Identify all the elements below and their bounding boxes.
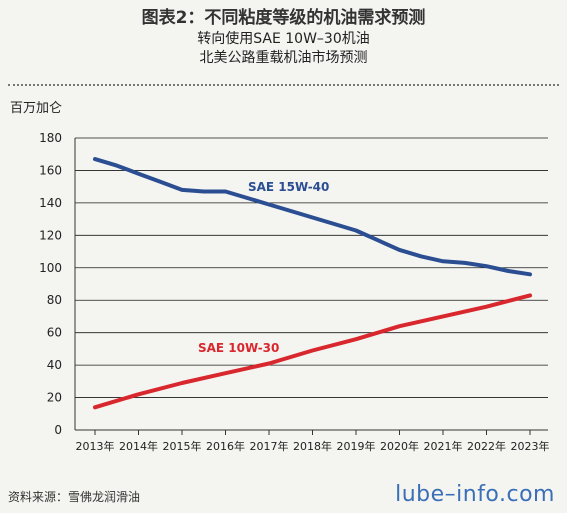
x-tick-label: 2019年 xyxy=(337,439,376,453)
series-label: SAE 10W-30 xyxy=(198,341,279,355)
x-tick-label: 2017年 xyxy=(250,439,289,453)
x-tick-label: 2022年 xyxy=(467,439,506,453)
series-label: SAE 15W-40 xyxy=(248,180,329,194)
y-tick-label: 160 xyxy=(39,163,62,177)
y-tick-label: 60 xyxy=(47,326,62,340)
y-tick-label: 180 xyxy=(39,131,62,145)
x-tick-label: 2014年 xyxy=(119,439,158,453)
y-tick-label: 20 xyxy=(47,391,62,405)
y-tick-label: 0 xyxy=(54,423,62,437)
title-block: 图表2：不同粘度等级的机油需求预测 转向使用SAE 10W–30机油 北美公路重… xyxy=(0,6,567,68)
dotted-divider xyxy=(8,84,559,86)
y-tick-label: 40 xyxy=(47,358,62,372)
source-note: 资料来源：雪佛龙润滑油 xyxy=(8,490,141,504)
series-line-sae15w40 xyxy=(93,157,532,277)
x-tick-label: 2015年 xyxy=(163,439,202,453)
chart-subtitle-1: 转向使用SAE 10W–30机油 xyxy=(197,31,370,47)
chart-title: 图表2：不同粘度等级的机油需求预测 xyxy=(141,8,426,28)
x-tick-label: 2023年 xyxy=(511,439,550,453)
brand-watermark: lube–info.com xyxy=(395,482,555,507)
chart-subtitle-2: 北美公路重载机油市场预测 xyxy=(199,50,368,66)
y-tick-label: 80 xyxy=(47,293,62,307)
y-tick-label: 140 xyxy=(39,196,62,210)
y-axis-label: 百万加仑 xyxy=(10,101,62,116)
y-tick-label: 120 xyxy=(39,228,62,242)
x-tick-label: 2013年 xyxy=(76,439,115,453)
x-tick-label: 2016年 xyxy=(206,439,245,453)
series-line-sae10w30 xyxy=(93,293,532,410)
x-tick-label: 2018年 xyxy=(293,439,332,453)
x-tick-label: 2020年 xyxy=(380,439,419,453)
x-tick-label: 2021年 xyxy=(424,439,463,453)
y-tick-label: 100 xyxy=(39,261,62,275)
